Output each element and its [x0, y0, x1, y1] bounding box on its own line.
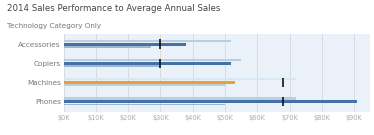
- Bar: [64, 62, 232, 65]
- Bar: [64, 85, 225, 86]
- Bar: [64, 104, 225, 105]
- Bar: [64, 40, 232, 42]
- Bar: [64, 65, 160, 67]
- Bar: [64, 100, 357, 103]
- Text: 2014 Sales Performance to Average Annual Sales: 2014 Sales Performance to Average Annual…: [7, 4, 221, 13]
- Bar: [64, 43, 186, 46]
- Bar: [64, 59, 241, 61]
- Bar: [64, 97, 296, 99]
- Bar: [64, 81, 234, 84]
- Text: Technology Category Only: Technology Category Only: [7, 23, 102, 29]
- Bar: [64, 46, 151, 48]
- Bar: [64, 78, 296, 80]
